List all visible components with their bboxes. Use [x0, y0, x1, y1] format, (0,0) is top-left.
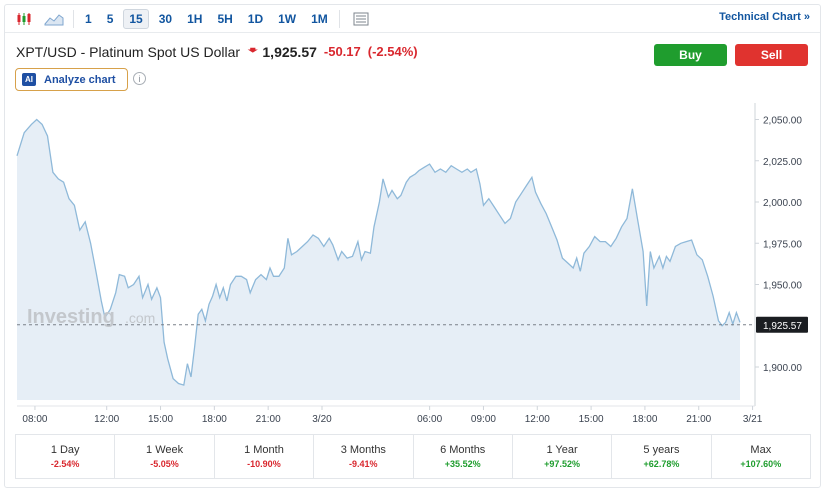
period-change: -9.41% — [349, 459, 378, 469]
y-tick-label: 2,050.00 — [763, 116, 802, 127]
price-line — [16, 118, 741, 386]
period-change: -5.05% — [150, 459, 179, 469]
investing-watermark-suffix: .com — [125, 310, 155, 326]
period-1-year[interactable]: 1 Year +97.52% — [513, 435, 613, 478]
x-tick-label: 09:00 — [471, 414, 496, 425]
area-chart-icon[interactable] — [41, 8, 67, 30]
period-change: +107.60% — [740, 459, 782, 469]
period-change: -10.90% — [247, 459, 281, 469]
period-1-month[interactable]: 1 Month -10.90% — [215, 435, 315, 478]
period-max[interactable]: Max +107.60% — [712, 435, 810, 478]
period-label: 1 Year — [546, 444, 578, 456]
period-label: 5 years — [643, 444, 680, 456]
timeframe-5[interactable]: 5 — [106, 11, 114, 26]
y-tick-label: 1,950.00 — [763, 281, 802, 292]
period-label: 1 Week — [146, 444, 184, 456]
period-label: Max — [750, 444, 772, 456]
period-5-years[interactable]: 5 years +62.78% — [612, 435, 712, 478]
current-price-label: 1,925.57 — [763, 321, 802, 332]
y-tick-label: 1,975.00 — [763, 239, 802, 250]
y-tick-label: 2,025.00 — [763, 157, 802, 168]
period-change: +97.52% — [544, 459, 580, 469]
period-label: 1 Day — [50, 444, 80, 456]
investing-watermark: Investing — [27, 306, 115, 328]
price-chart[interactable]: Investing .com 1,925.57 2,050.00 2,025.00 2,0… — [5, 95, 820, 430]
timeframe-15[interactable]: 15 — [123, 8, 149, 29]
chart-toolbar: 1 5 15 30 1H 5H 1D 1W 1M Technical Chart » — [5, 5, 820, 33]
x-tick-label: 15:00 — [579, 414, 604, 425]
toolbar-divider — [73, 9, 74, 28]
timeframe-1d[interactable]: 1D — [247, 11, 264, 26]
x-tick-label: 21:00 — [686, 414, 711, 425]
analyze-chart-button[interactable]: AI Analyze chart — [15, 68, 128, 91]
period-1-day[interactable]: 1 Day -2.54% — [16, 435, 116, 478]
chart-widget: 1 5 15 30 1H 5H 1D 1W 1M Technical Chart » XPT/U… — [4, 4, 821, 488]
performance-periods: 1 Day -2.54% 1 Week -5.05% 1 Month -10.90% 3 M… — [15, 434, 811, 479]
x-tick-label: 12:00 — [94, 414, 119, 425]
timeframe-1[interactable]: 1 — [85, 11, 92, 26]
x-tick-label: 12:00 — [525, 414, 550, 425]
analyze-chart-label: Analyze chart — [44, 73, 116, 86]
x-tick-label: 3/21 — [743, 414, 763, 425]
period-change: +35.52% — [444, 459, 481, 469]
x-tick-label: 3/20 — [312, 414, 332, 425]
toolbar-divider — [338, 9, 340, 28]
buy-button[interactable]: Buy — [654, 44, 727, 66]
technical-chart-link[interactable]: Technical Chart » — [719, 11, 810, 23]
candlestick-chart-icon[interactable] — [11, 8, 37, 30]
instrument-name: XPT/USD - Platinum Spot US Dollar — [16, 43, 241, 60]
timeframe-1h[interactable]: 1H — [187, 11, 203, 26]
price-change-percent: (-2.54%) — [367, 44, 418, 59]
timeframe-1w[interactable]: 1W — [278, 11, 297, 26]
period-3-months[interactable]: 3 Months -9.41% — [314, 435, 414, 478]
x-tick-label: 08:00 — [22, 414, 47, 425]
current-price-tag — [756, 316, 808, 333]
last-price: 1,925.57 — [262, 43, 317, 60]
period-change: +62.78% — [643, 459, 680, 469]
x-tick-label: 18:00 — [202, 414, 227, 425]
y-tick-label: 1,900.00 — [763, 363, 802, 374]
timeframe-1m[interactable]: 1M — [311, 11, 328, 26]
x-tick-label: 18:00 — [632, 414, 657, 425]
period-6-months[interactable]: 6 Months +35.52% — [414, 435, 513, 478]
period-change: -2.54% — [50, 459, 80, 469]
timeframe-30[interactable]: 30 — [158, 11, 173, 26]
table-view-icon[interactable] — [348, 8, 374, 30]
arrow-down-icon: 🡃 — [247, 45, 259, 57]
price-change: -50.17 — [323, 44, 361, 59]
sell-button[interactable]: Sell — [735, 44, 808, 66]
period-label: 1 Month — [244, 444, 284, 456]
y-tick-label: 2,000.00 — [763, 198, 802, 209]
ai-icon: AI — [22, 73, 36, 86]
period-label: 3 Months — [340, 444, 386, 456]
x-tick-label: 06:00 — [417, 414, 442, 425]
info-icon[interactable]: i — [133, 72, 146, 85]
x-tick-label: 21:00 — [256, 414, 281, 425]
timeframe-5h[interactable]: 5H — [217, 11, 233, 26]
x-tick-label: 15:00 — [148, 414, 173, 425]
period-label: 6 Months — [440, 444, 486, 456]
price-area — [17, 119, 740, 400]
period-1-week[interactable]: 1 Week -5.05% — [115, 435, 215, 478]
instrument-header: XPT/USD - Platinum Spot US Dollar 🡃 1,92… — [16, 42, 425, 61]
timeframe-selector: 1 5 15 30 1H 5H 1D 1W 1M — [80, 8, 333, 29]
